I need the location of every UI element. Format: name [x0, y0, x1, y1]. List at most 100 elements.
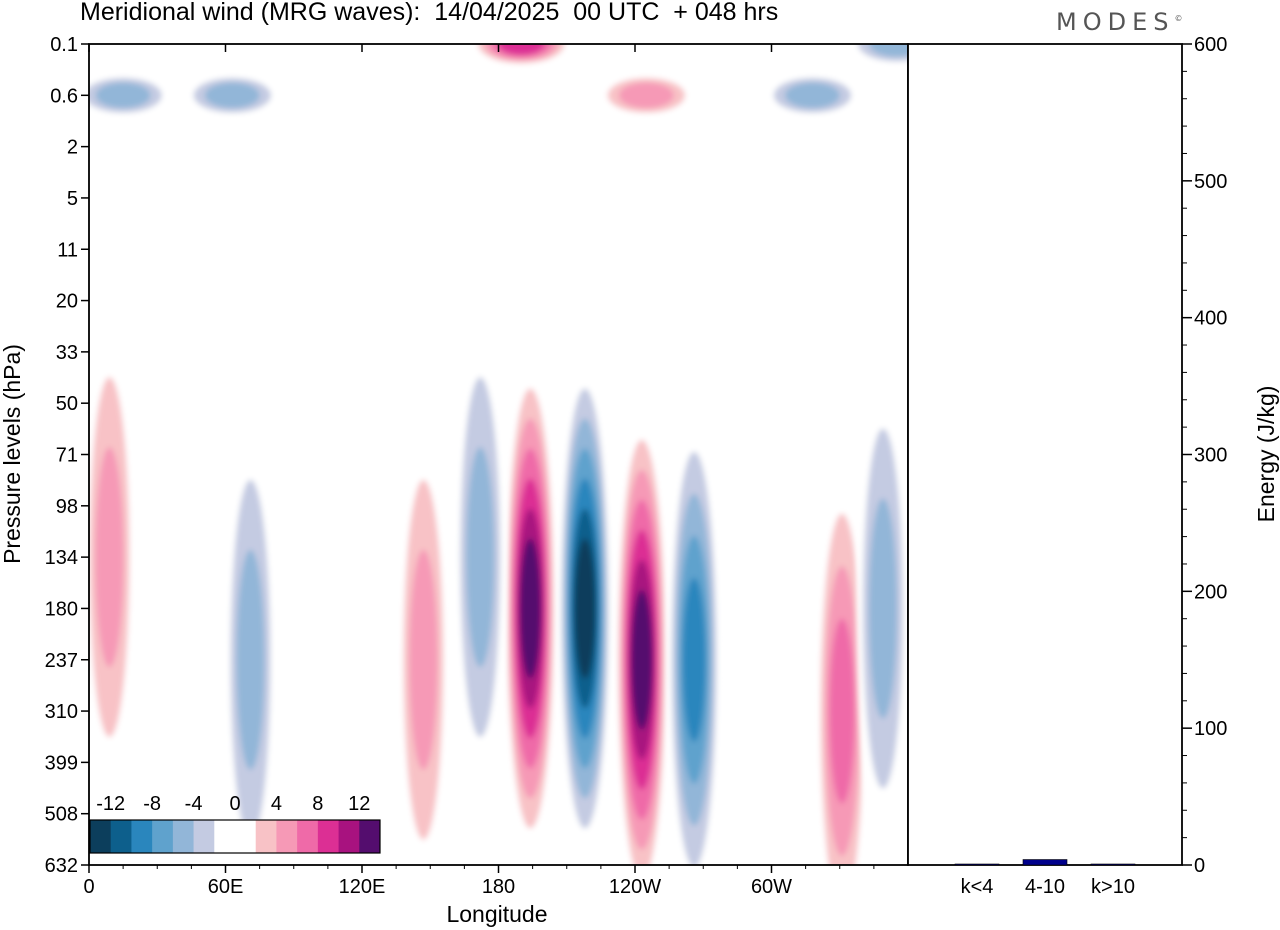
energy-y-tick-label: 0 [1194, 855, 1205, 877]
energy-x-tick-label: k<4 [961, 876, 994, 898]
logo-text: MODES [1056, 8, 1175, 36]
energy-x-tick-label: 4-10 [1025, 876, 1065, 898]
contour-band [682, 577, 706, 742]
colorbar-swatch [359, 820, 381, 853]
energy-y-tick-label: 500 [1194, 171, 1227, 193]
wind-anomaly-feature [471, 44, 572, 66]
y-tick-label: 399 [45, 752, 78, 774]
colorbar-swatch [131, 820, 153, 853]
x-tick-label: 120W [609, 876, 661, 898]
colorbar-swatch [276, 820, 298, 853]
wind-anomaly-feature [668, 409, 721, 865]
y-tick-label: 98 [56, 496, 78, 518]
contour-band [619, 82, 674, 108]
wind-anomaly-feature [182, 73, 283, 118]
contour-band [204, 82, 260, 108]
y-tick-label: 0.1 [50, 34, 78, 56]
colorbar-label: -4 [185, 793, 203, 815]
energy-y-axis: 0 100 200 300 400 500 600 [1182, 34, 1227, 877]
y-axis-title: Pressure levels (hPa) [0, 344, 25, 564]
wind-anomaly-feature [856, 358, 908, 859]
colorbar-swatch [235, 820, 257, 853]
colorbar-label: 8 [312, 793, 323, 815]
wind-anomaly-feature [89, 73, 174, 118]
x-tick-label: 180 [482, 876, 515, 898]
wind-anomaly-feature [89, 307, 136, 808]
energy-x-tick-label: k>10 [1091, 876, 1135, 898]
y-tick-label: 71 [56, 445, 78, 467]
wind-anomaly-feature [816, 461, 869, 865]
chart-title: Meridional wind (MRG waves): 14/04/2025 … [80, 0, 779, 26]
colorbar-swatch [193, 820, 215, 853]
wind-anomaly-feature [397, 409, 450, 865]
y-tick-label: 0.6 [50, 85, 78, 107]
contour-fields [89, 44, 908, 865]
contour-band [95, 82, 151, 108]
energy-y-tick-label: 300 [1194, 445, 1227, 467]
wind-anomaly-feature [558, 358, 611, 859]
x-axis-title: Longitude [446, 901, 547, 927]
contour-band [829, 618, 855, 804]
y-tick-label: 2 [67, 137, 78, 159]
wind-anomaly-feature [454, 307, 507, 808]
colorbar-swatch [152, 820, 174, 853]
contour-band [95, 447, 124, 668]
energy-y-tick-label: 400 [1194, 308, 1227, 330]
energy-y-tick-label: 200 [1194, 581, 1227, 603]
energy-bar [1022, 859, 1068, 866]
x-tick-label: 60E [208, 876, 244, 898]
energy-axis-title: Energy (J/kg) [1253, 386, 1279, 523]
x-axis: 0 60E 120E 180 120W 60W [83, 44, 875, 898]
energy-x-axis: k<4 4-10 k>10 [961, 876, 1135, 898]
wind-anomaly-feature [596, 73, 697, 118]
y-tick-label: 33 [56, 342, 78, 364]
y-tick-label: 11 [57, 239, 78, 261]
colorbar-swatch [90, 820, 112, 853]
colorbar-swatch [214, 820, 236, 853]
colorbar-swatch [172, 820, 194, 853]
energy-plot-frame [907, 43, 1183, 866]
contour-band [466, 447, 495, 668]
colorbar-swatch [255, 820, 277, 853]
wind-anomaly-feature [846, 44, 908, 66]
y-tick-label: 134 [45, 547, 78, 569]
wind-anomaly-feature [504, 358, 557, 859]
wind-anomaly-feature [615, 409, 668, 865]
colorbar-label: 4 [271, 793, 282, 815]
colorbar-frame [89, 819, 381, 854]
colorbar-swatch [317, 820, 339, 853]
colorbar-swatch [338, 820, 360, 853]
contour-band [498, 44, 545, 55]
x-tick-label: 60W [751, 876, 792, 898]
contour-band [868, 498, 897, 719]
heatmap-plot: 0 60E 120E 180 120W 60W 0.1 0.6 2 5 11 20 33 50 71 98 1… [0, 34, 909, 927]
colorbar: -12 -8 -4 0 4 8 12 [89, 793, 381, 854]
logo-mark: © [1174, 14, 1183, 23]
energy-bar-chart: 0 100 200 300 400 500 600 k<4 4-10 k>10 Energy (… [907, 34, 1279, 898]
energy-y-tick-label: 600 [1194, 34, 1227, 56]
y-tick-label: 508 [45, 804, 78, 826]
contour-band [785, 82, 840, 108]
y-tick-label: 50 [56, 393, 78, 415]
y-tick-label: 180 [45, 598, 78, 620]
y-tick-label: 237 [45, 650, 78, 672]
colorbar-label: 12 [348, 793, 370, 815]
y-axis: 0.1 0.6 2 5 11 20 33 50 71 98 134 180 237 310 399 508 63… [45, 34, 89, 877]
colorbar-swatch [297, 820, 319, 853]
colorbar-swatch [110, 820, 132, 853]
energy-bar [954, 863, 1000, 866]
contour-band [631, 589, 653, 730]
contour-band [409, 549, 438, 770]
contour-band [574, 538, 596, 679]
wind-anomaly-feature [762, 73, 863, 118]
modes-logo: MODES© [1056, 8, 1182, 36]
energy-y-tick-label: 100 [1194, 718, 1227, 740]
contour-band [869, 44, 908, 57]
y-tick-label: 20 [56, 291, 78, 313]
colorbar-label: 0 [229, 793, 240, 815]
contour-band [519, 538, 541, 679]
y-tick-label: 632 [45, 855, 78, 877]
contour-band [236, 549, 265, 770]
x-tick-label: 0 [83, 876, 94, 898]
